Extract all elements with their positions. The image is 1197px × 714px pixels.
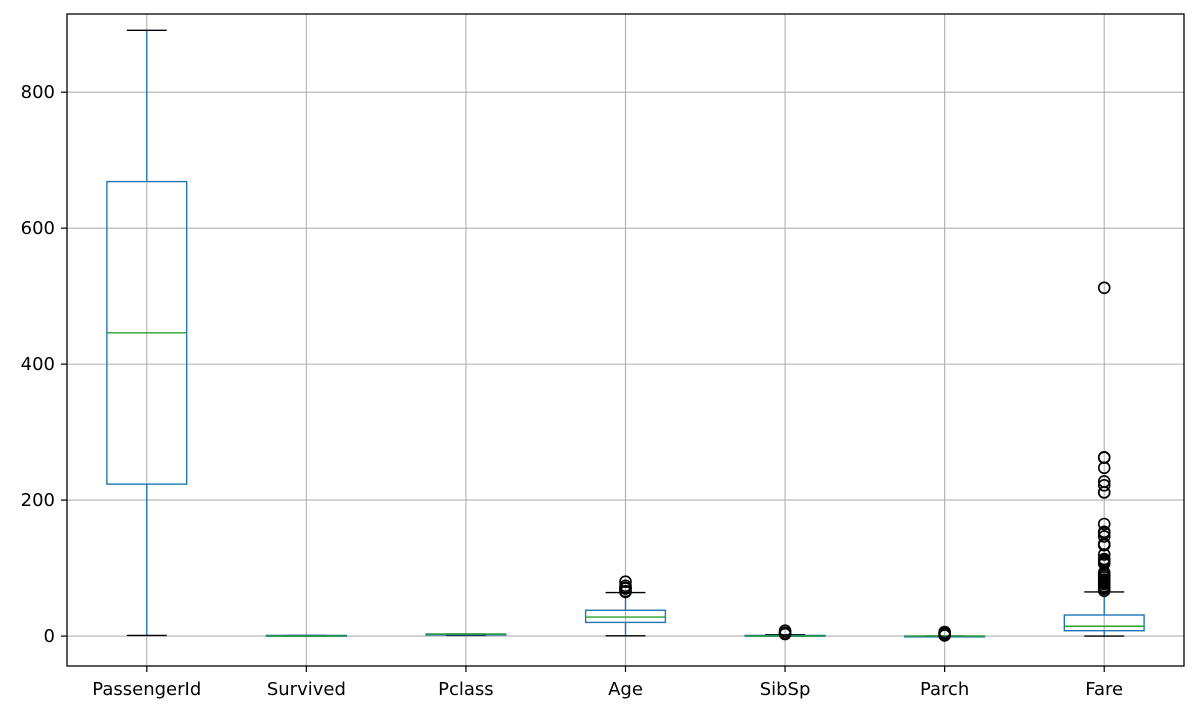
outlier-point: [1097, 552, 1111, 566]
y-tick-label: 400: [21, 354, 55, 375]
box-fare: [1063, 281, 1145, 637]
outlier-point: [1097, 517, 1111, 531]
axis-ticks: 0 200 400 600 800 PassengerId Survived Pclass Ag…: [21, 82, 1123, 700]
x-tick-label: Age: [608, 679, 643, 700]
box-parch: [904, 625, 986, 642]
box-age: [584, 575, 667, 637]
outlier-point: [1097, 530, 1111, 543]
box-pclass: [425, 633, 507, 637]
outlier-point: [1097, 475, 1111, 488]
box-sibsp: [744, 624, 826, 641]
outlier-point: [938, 625, 951, 639]
y-tick-label: 0: [44, 626, 55, 647]
x-tick-label: PassengerId: [92, 679, 201, 700]
outlier-point: [619, 575, 632, 588]
x-tick-label: Parch: [920, 679, 969, 700]
outlier-point: [619, 579, 632, 593]
grid-lines: [67, 14, 1184, 666]
x-tick-label: Pclass: [438, 679, 494, 700]
box-passengerid: [106, 29, 188, 637]
iqr-box: [584, 609, 667, 624]
outlier-point: [1097, 450, 1111, 464]
y-tick-label: 800: [21, 82, 55, 103]
y-tick-label: 600: [21, 218, 55, 239]
y-tick-label: 200: [21, 490, 55, 511]
box-survived: [265, 634, 347, 637]
x-tick-label: SibSp: [760, 679, 811, 700]
box-plot-series: [106, 29, 1145, 642]
outlier-point: [778, 624, 792, 637]
x-tick-label: Survived: [267, 679, 346, 700]
x-tick-label: Fare: [1085, 679, 1123, 700]
outlier-point: [1097, 479, 1111, 492]
iqr-box: [1063, 614, 1145, 632]
outlier-point: [1097, 525, 1111, 539]
outlier-point: [1097, 281, 1111, 295]
